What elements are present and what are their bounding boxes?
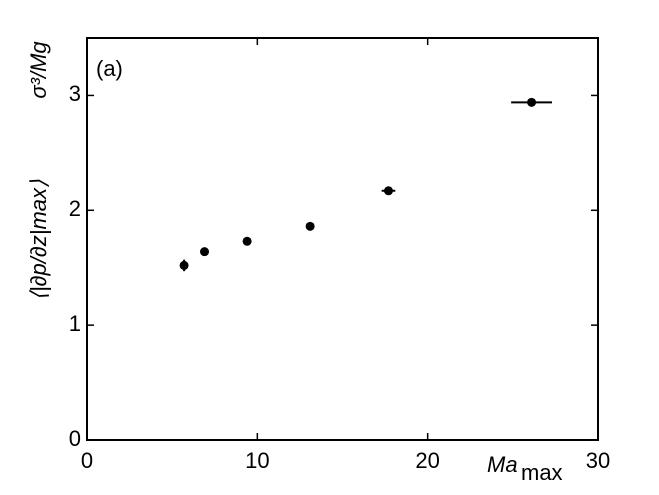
y-tick-label: 3 <box>69 81 81 106</box>
point <box>200 247 210 257</box>
x-label: Ma <box>487 452 518 477</box>
x-tick-label: 0 <box>81 448 93 473</box>
point <box>242 236 252 246</box>
y-tick-label: 0 <box>69 426 81 451</box>
annotation: (a) <box>96 56 123 81</box>
x-tick-label: 10 <box>245 448 269 473</box>
point <box>383 186 393 196</box>
point <box>179 260 189 270</box>
y-label: ⟨|∂p/∂z|max⟩ <box>26 179 51 301</box>
x-tick-label: 30 <box>586 448 610 473</box>
y-label-factor: σ³/Mg <box>26 41 51 99</box>
plot-frame <box>86 37 599 441</box>
point <box>305 221 315 231</box>
point <box>527 97 537 107</box>
x-tick-label: 20 <box>415 448 439 473</box>
y-tick-label: 2 <box>69 196 81 221</box>
y-tick-label: 1 <box>69 311 81 336</box>
x-label-sub: max <box>521 460 563 485</box>
